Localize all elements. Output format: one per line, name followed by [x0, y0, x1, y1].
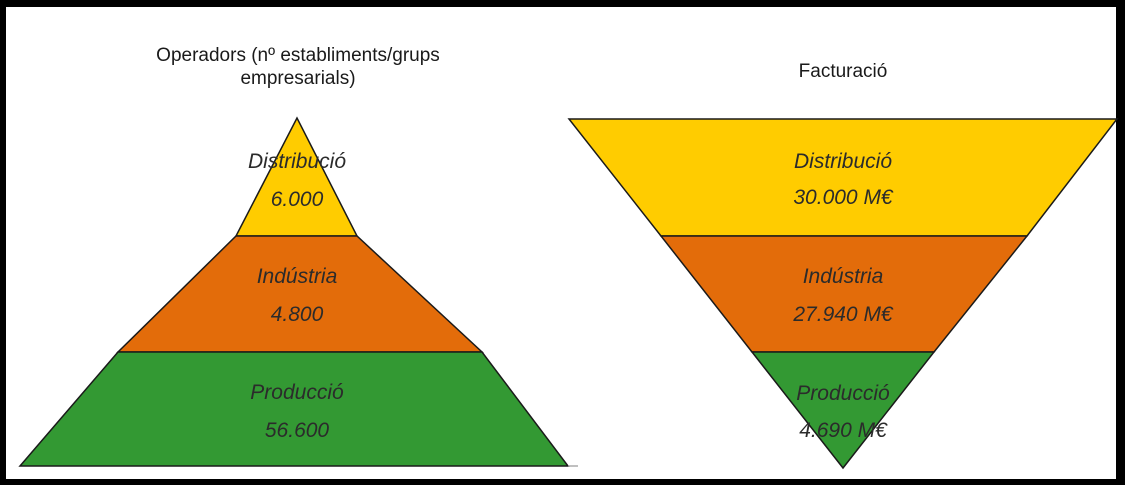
pyramid-label-industria: Indústria [257, 265, 338, 288]
pyramid-title: Operadors (nº establiments/grups empresa… [108, 44, 488, 90]
funnel-value-distribucio: 30.000 M€ [793, 186, 894, 209]
pyramid-value-distribucio: 6.000 [271, 188, 324, 211]
pyramid-title-line2: empresarials) [240, 68, 356, 89]
funnel-title: Facturació [798, 61, 888, 82]
pyramid-value-produccio: 56.600 [265, 419, 330, 442]
funnel-value-produccio: 4.690 M€ [799, 419, 888, 442]
funnel-level-produccio [750, 351, 936, 470]
pyramid-label-produccio: Producció [250, 381, 344, 404]
turnover-funnel: Distribució 30.000 M€ Indústria 27.940 M… [567, 118, 1119, 470]
funnel-label-produccio: Producció [796, 382, 890, 405]
pyramid-level-produccio [18, 351, 570, 467]
funnel-label-distribucio: Distribució [794, 150, 892, 173]
pyramid-level-distribucio [234, 116, 359, 237]
funnel-value-industria: 27.940 M€ [792, 303, 894, 326]
pyramid-level-industria [116, 235, 484, 353]
pyramid-value-industria: 4.800 [271, 303, 324, 326]
funnel-level-distribucio [567, 118, 1119, 237]
pyramid-title-line1: Operadors (nº establiments/grups [156, 45, 440, 66]
funnel-label-industria: Indústria [803, 265, 884, 288]
funnel-level-industria [659, 235, 1029, 353]
pyramid-label-distribucio: Distribució [248, 150, 346, 173]
operators-pyramid: Distribució 6.000 Indústria 4.800 Produc… [18, 116, 578, 467]
